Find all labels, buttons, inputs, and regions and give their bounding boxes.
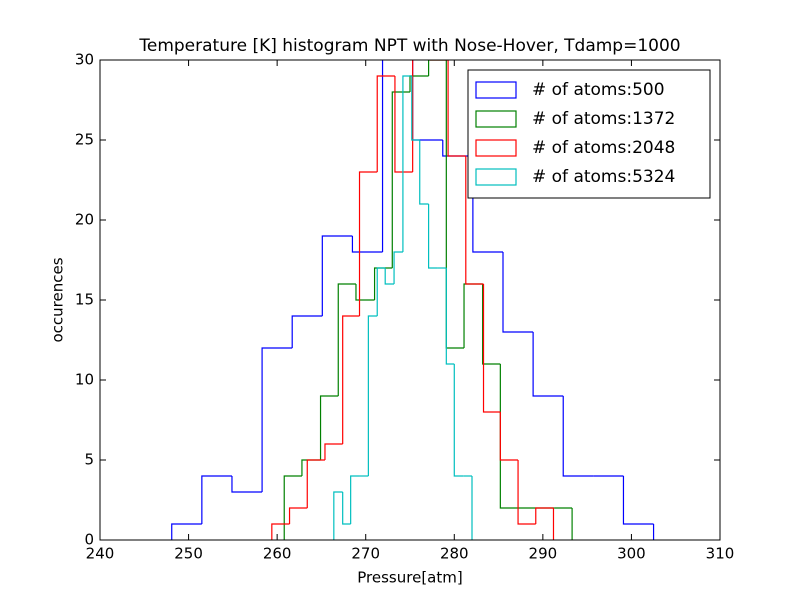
histogram-step — [373, 267, 393, 300]
histogram-step — [402, 75, 412, 252]
histogram-step — [445, 60, 465, 349]
legend-box — [467, 69, 711, 199]
histogram-step — [288, 507, 308, 524]
histogram-step — [391, 91, 410, 268]
legend-swatch — [475, 81, 517, 99]
y-tick-label: 20 — [75, 211, 94, 229]
x-tick-label: 280 — [440, 545, 469, 563]
y-tick-label: 5 — [84, 451, 94, 469]
histogram-step — [324, 443, 343, 460]
x-tick-label: 260 — [263, 545, 292, 563]
histogram-step — [261, 347, 293, 492]
histogram-step — [393, 251, 403, 284]
histogram-step — [342, 492, 351, 525]
histogram-step — [351, 236, 383, 253]
histogram-step — [532, 332, 564, 397]
histogram-step — [367, 315, 378, 476]
histogram-step — [301, 459, 321, 476]
histogram-step — [271, 523, 290, 540]
x-tick-label: 300 — [617, 545, 646, 563]
legend-label: # of atoms:1372 — [532, 109, 675, 129]
histogram-step — [412, 60, 443, 141]
histogram-step — [447, 60, 466, 157]
y-axis-label: occurences — [49, 257, 67, 342]
histogram-step — [463, 283, 483, 348]
x-tick-label: 240 — [86, 545, 115, 563]
legend-label: # of atoms:5324 — [532, 167, 675, 187]
chart-title: Temperature [K] histogram NPT with Nose-… — [138, 36, 680, 56]
histogram-step — [376, 75, 395, 172]
histogram-step — [333, 491, 343, 540]
histogram-step — [465, 156, 484, 285]
histogram-step — [428, 60, 447, 76]
histogram-step — [412, 60, 414, 172]
legend-label: # of atoms:500 — [532, 80, 665, 100]
histogram-step — [499, 412, 519, 461]
histogram-step — [419, 140, 429, 205]
histogram-step — [321, 235, 353, 316]
histogram-step — [394, 76, 413, 173]
histogram-step — [517, 460, 536, 525]
histogram-step — [428, 204, 438, 269]
y-tick-label: 30 — [75, 51, 94, 69]
histogram-step — [355, 284, 375, 301]
histogram-step — [350, 475, 360, 524]
legend-label: # of atoms:2048 — [532, 138, 675, 158]
histogram-step — [482, 284, 501, 413]
y-tick-label: 0 — [84, 531, 94, 549]
x-tick-label: 310 — [706, 545, 735, 563]
x-tick-label: 290 — [529, 545, 558, 563]
histogram-step — [411, 76, 420, 141]
histogram-step — [535, 507, 554, 524]
histogram-step — [201, 475, 232, 524]
histogram-step — [342, 315, 360, 444]
y-tick-label: 25 — [75, 131, 94, 149]
histogram-step — [562, 396, 594, 477]
histogram-step — [231, 476, 263, 493]
histogram-step — [376, 267, 386, 316]
x-tick-label: 250 — [174, 545, 203, 563]
legend-swatch — [475, 168, 517, 186]
histogram-step — [306, 459, 325, 508]
histogram-step — [283, 475, 302, 540]
histogram-step — [337, 283, 356, 396]
histogram-step — [453, 364, 464, 477]
histogram-step — [622, 476, 654, 525]
histogram-step — [171, 523, 202, 540]
x-tick-label: 270 — [351, 545, 380, 563]
histogram-step — [319, 395, 339, 460]
legend-swatch — [475, 139, 517, 157]
legend-swatch — [475, 110, 517, 128]
histogram-step — [502, 252, 534, 333]
histogram-step — [499, 364, 519, 509]
y-tick-label: 10 — [75, 371, 94, 389]
histogram-step — [445, 268, 455, 365]
x-axis-label: Pressure[atm] — [357, 569, 462, 587]
histogram-step — [291, 315, 323, 348]
histogram-step — [384, 268, 395, 285]
histogram-step — [381, 60, 384, 252]
histogram-step — [482, 284, 501, 365]
histogram-step — [358, 171, 378, 316]
plot-area — [171, 60, 655, 540]
y-tick-label: 15 — [75, 291, 94, 309]
